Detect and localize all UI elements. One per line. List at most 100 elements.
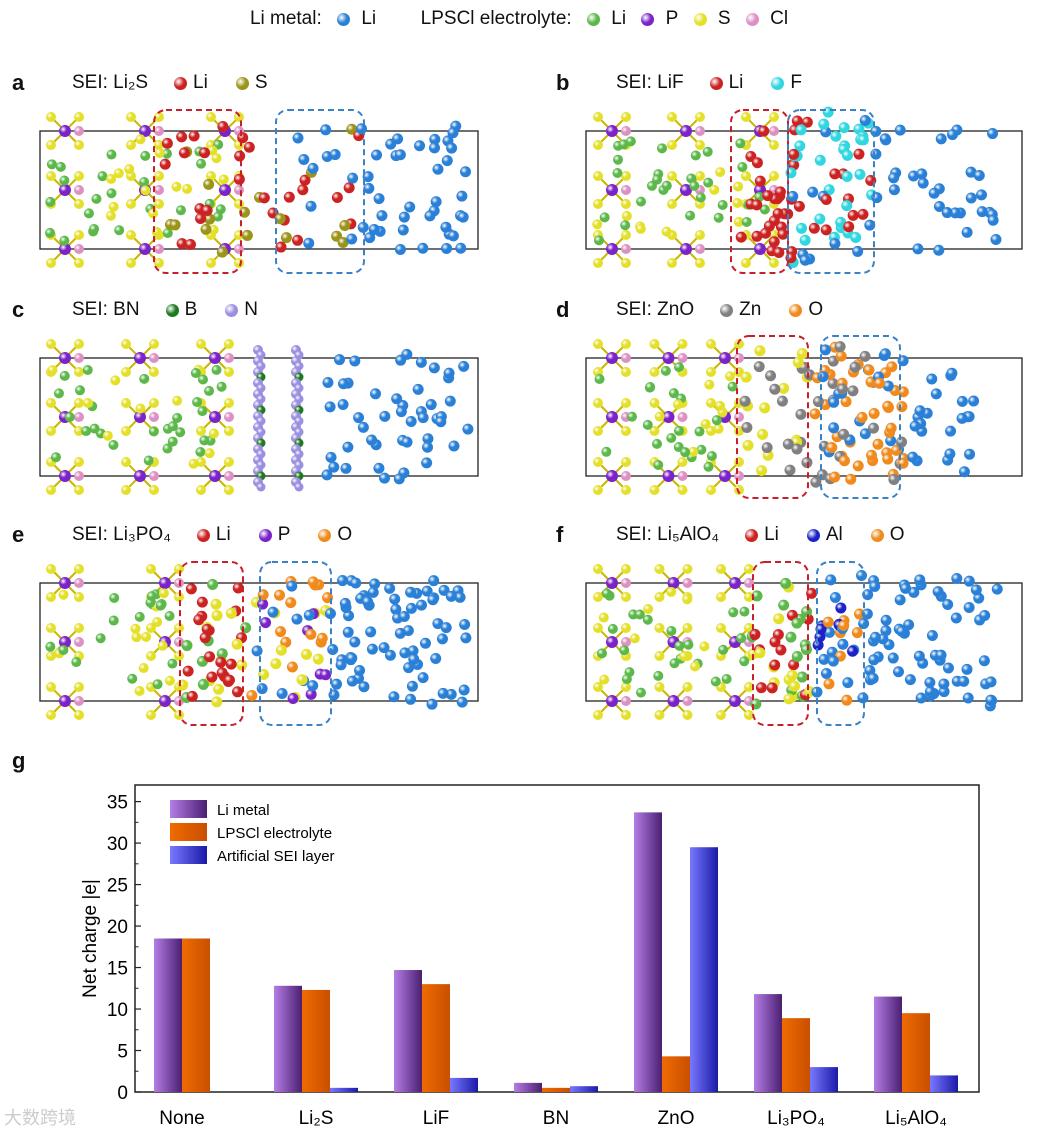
atom [661, 180, 672, 191]
atom [83, 208, 94, 219]
atom [716, 710, 726, 720]
atom [134, 611, 145, 622]
atom [46, 485, 56, 495]
atom [298, 154, 310, 166]
atom [210, 598, 222, 610]
atom [733, 181, 744, 192]
atom [856, 570, 868, 582]
atom [754, 243, 766, 255]
atom [322, 376, 334, 388]
atom [716, 623, 726, 633]
atom [769, 383, 781, 395]
atom [395, 406, 407, 418]
panel-title-e: SEI: Li₃PO₄ Li P O [72, 524, 352, 546]
atom [206, 112, 216, 122]
atom [674, 362, 685, 373]
atom [830, 130, 842, 142]
atom [59, 470, 71, 482]
atom [428, 362, 440, 374]
atom [695, 171, 705, 181]
atom [59, 175, 70, 186]
atom [677, 485, 688, 495]
atom [819, 344, 831, 356]
atom [154, 244, 164, 254]
atom [46, 159, 57, 170]
bar-li-metal [394, 970, 422, 1092]
atom [594, 235, 605, 246]
atom [197, 406, 208, 417]
sei-title: SEI: Li₂S [72, 72, 149, 93]
atom [196, 485, 206, 495]
atom [405, 602, 417, 614]
atom-legend-icon [745, 528, 759, 542]
atom [827, 355, 839, 367]
atom [74, 367, 84, 377]
bar-artificial-sei-layer [330, 1087, 358, 1092]
atom [154, 112, 164, 122]
atom [321, 469, 333, 481]
x-tick-label: Li₃PO₄ [767, 1108, 825, 1129]
atom [828, 396, 840, 408]
atom [706, 398, 716, 408]
atom [283, 191, 295, 203]
atom [735, 231, 747, 243]
atom [305, 688, 317, 700]
interface-region-metal-side [820, 335, 901, 499]
atom [593, 485, 603, 495]
atom [46, 623, 56, 633]
atom [718, 644, 729, 655]
atom [914, 405, 926, 417]
atom [237, 132, 249, 144]
atom [275, 644, 287, 656]
atom [621, 230, 631, 240]
atom [973, 169, 985, 181]
sei-title: SEI: Li₅AlO₄ [616, 524, 720, 545]
atom [196, 158, 207, 169]
atom [713, 423, 724, 434]
atom-legend-label: O [889, 524, 905, 545]
atom [178, 147, 190, 159]
atom [182, 665, 194, 677]
atom [935, 133, 947, 145]
atom [292, 234, 304, 246]
bar-lpscl-electrolyte [662, 1056, 690, 1092]
atom [778, 599, 790, 611]
atom [949, 207, 961, 219]
atom [621, 623, 631, 633]
atom [666, 625, 677, 636]
atom [280, 232, 292, 244]
atom [97, 171, 108, 182]
atom [822, 106, 834, 118]
atom [829, 238, 841, 250]
atom [75, 385, 86, 396]
panel-title-a: SEI: Li₂S Li S [72, 72, 268, 94]
atom [149, 412, 159, 422]
atom [885, 422, 897, 434]
atom [916, 168, 928, 180]
atom [149, 339, 159, 349]
atom [174, 710, 184, 720]
atom [287, 692, 299, 704]
atom [74, 339, 84, 349]
atom [761, 442, 773, 454]
atom [224, 485, 234, 495]
atom [154, 171, 164, 181]
atom [405, 586, 417, 598]
atom [757, 428, 769, 440]
atom [59, 125, 71, 137]
atom [121, 339, 131, 349]
atom [621, 367, 631, 377]
atom [882, 380, 894, 392]
atom [206, 171, 216, 181]
atom [338, 378, 350, 390]
atom [140, 150, 151, 161]
atom [853, 148, 865, 160]
atom [196, 339, 206, 349]
atom [778, 382, 790, 394]
atom [436, 633, 448, 645]
atom [773, 613, 785, 625]
atom [367, 586, 379, 598]
atom [455, 242, 467, 254]
atom [635, 687, 646, 698]
atom [829, 471, 841, 483]
